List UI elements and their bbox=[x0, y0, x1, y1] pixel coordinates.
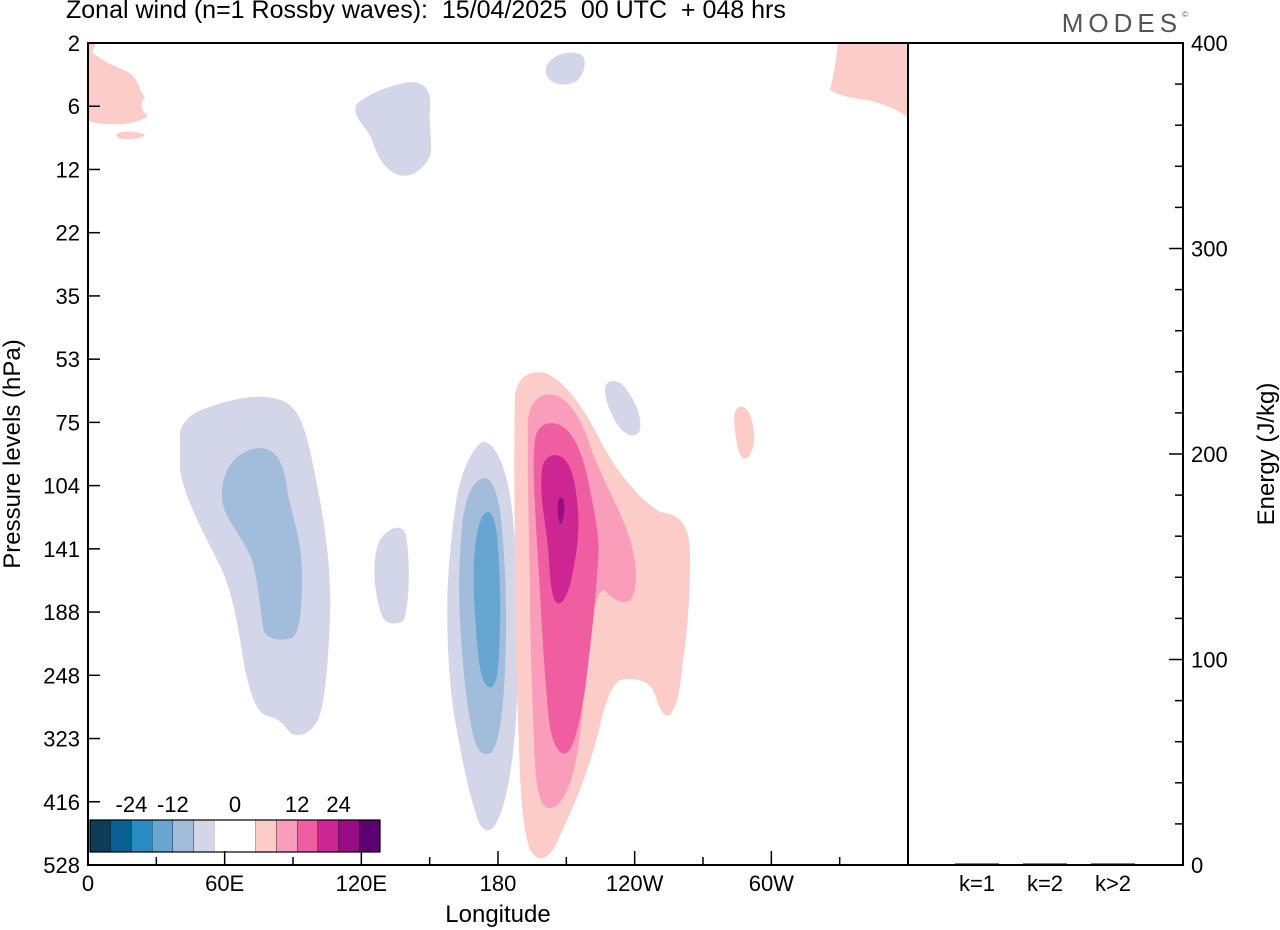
energy-tick-label: 100 bbox=[1191, 648, 1228, 673]
energy-bar bbox=[955, 863, 999, 865]
colorbar-swatch bbox=[276, 819, 298, 853]
colorbar-swatch bbox=[131, 819, 153, 853]
y-tick-label: 75 bbox=[56, 410, 80, 435]
colorbar-swatch bbox=[255, 819, 277, 853]
energy-category-label: k>2 bbox=[1095, 871, 1131, 896]
contour-pos-4-d bbox=[116, 131, 145, 140]
y-tick-label: 6 bbox=[68, 94, 80, 119]
energy-axis: 0 100 200 300 400 bbox=[1169, 31, 1228, 878]
brand-name: MODES bbox=[1061, 8, 1183, 38]
y-tick-label: 35 bbox=[56, 284, 80, 309]
x-tick-label: 120E bbox=[336, 871, 387, 896]
contour-neg-4-e bbox=[545, 52, 585, 85]
energy-tick-label: 400 bbox=[1191, 31, 1228, 56]
y-tick-label: 416 bbox=[43, 790, 80, 815]
y-tick-label: 248 bbox=[43, 663, 80, 688]
contour-neg-12 bbox=[473, 512, 501, 688]
y-axis-label: Pressure levels (hPa) bbox=[0, 339, 26, 568]
y-tick-label: 188 bbox=[43, 600, 80, 625]
energy-bar bbox=[1023, 863, 1067, 865]
colorbar-swatch bbox=[172, 819, 194, 853]
y-tick-label: 104 bbox=[43, 474, 80, 499]
chart-title: Zonal wind (n=1 Rossby waves): 15/04/202… bbox=[66, 0, 786, 24]
energy-tick-label: 0 bbox=[1191, 853, 1203, 878]
colorbar-swatch bbox=[338, 819, 360, 853]
contour-neg-4-f bbox=[605, 380, 641, 436]
colorbar-swatch bbox=[214, 820, 235, 852]
y-tick-label: 53 bbox=[56, 347, 80, 372]
colorbar-swatch bbox=[359, 819, 381, 853]
colorbar-label: -12 bbox=[157, 792, 189, 817]
colorbar-swatch bbox=[193, 819, 215, 853]
colorbar-swatch bbox=[235, 820, 256, 852]
x-tick-label: 60W bbox=[749, 871, 794, 896]
colorbar bbox=[89, 819, 381, 853]
y-tick-label: 528 bbox=[43, 853, 80, 878]
colorbar-labels: -24 -12 0 12 24 bbox=[116, 792, 351, 817]
energy-axis-label: Energy (J/kg) bbox=[1253, 383, 1280, 526]
x-tick-label: 60E bbox=[205, 871, 244, 896]
contour-neg-4-d bbox=[355, 82, 432, 176]
energy-bars: k=1 k=2 k>2 bbox=[955, 863, 1135, 896]
modes-logo: MODES© bbox=[1062, 8, 1188, 39]
y-tick-label: 323 bbox=[43, 727, 80, 752]
energy-tick-label: 200 bbox=[1191, 442, 1228, 467]
x-tick-label: 120W bbox=[606, 871, 664, 896]
contour-pos-4-e bbox=[830, 43, 908, 118]
y-tick-label: 2 bbox=[68, 31, 80, 56]
colorbar-swatch bbox=[110, 819, 132, 853]
colorbar-swatch bbox=[317, 819, 339, 853]
contour-pos-16 bbox=[541, 455, 579, 604]
colorbar-label: 24 bbox=[326, 792, 350, 817]
contour-field bbox=[88, 43, 908, 859]
colorbar-swatch bbox=[151, 819, 174, 853]
energy-plot-frame bbox=[907, 42, 1184, 866]
contour-pos-20 bbox=[557, 497, 565, 524]
y-tick-label: 12 bbox=[56, 157, 80, 182]
energy-category-label: k=1 bbox=[959, 871, 995, 896]
colorbar-swatch bbox=[89, 819, 111, 853]
x-tick-label: 0 bbox=[82, 871, 94, 896]
energy-tick-label: 300 bbox=[1191, 237, 1228, 262]
x-tick-label: 180 bbox=[480, 871, 517, 896]
energy-category-label: k=2 bbox=[1027, 871, 1063, 896]
colorbar-frame bbox=[89, 819, 381, 853]
y-tick-label: 22 bbox=[56, 221, 80, 246]
x-axis-label: Longitude bbox=[445, 901, 550, 928]
x-axis: 0 60E 120E 180 120W 60W bbox=[82, 851, 841, 896]
colorbar-label: 0 bbox=[229, 792, 241, 817]
contour-neg-4-b bbox=[374, 527, 409, 624]
energy-bar bbox=[1091, 863, 1135, 865]
y-axis: 2 6 12 22 35 53 75 104 141 188 248 323 416 528 bbox=[43, 31, 100, 878]
contour-pos-4-c bbox=[88, 43, 148, 125]
contour-neg-8-a bbox=[222, 448, 302, 640]
colorbar-label: -24 bbox=[116, 792, 148, 817]
brand-mark: © bbox=[1182, 10, 1188, 19]
colorbar-swatch bbox=[296, 819, 319, 853]
y-tick-label: 141 bbox=[43, 537, 80, 562]
colorbar-label: 12 bbox=[285, 792, 309, 817]
contour-pos-4-b bbox=[734, 406, 755, 459]
